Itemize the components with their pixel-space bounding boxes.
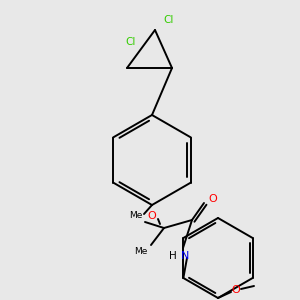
Text: O: O: [208, 194, 217, 204]
Text: Me: Me: [129, 212, 143, 220]
Text: N: N: [181, 251, 189, 261]
Text: O: O: [148, 211, 156, 221]
Text: O: O: [232, 285, 240, 295]
Text: H: H: [169, 251, 177, 261]
Text: Cl: Cl: [126, 37, 136, 47]
Text: Cl: Cl: [164, 15, 174, 25]
Text: Me: Me: [134, 248, 148, 256]
